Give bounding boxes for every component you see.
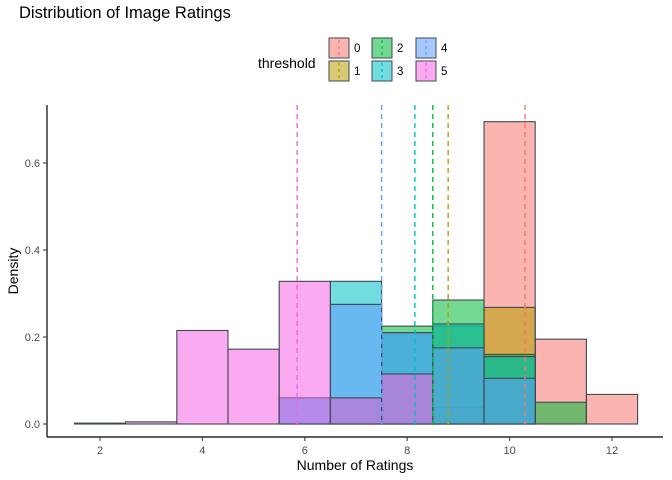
x-tick-label-2: 2 — [97, 445, 103, 457]
axes-layer: 2 4 6 8 10 12 0.0 0.2 0.4 0.6 Number of Ratings Den… — [5, 105, 663, 473]
bar-threshold-5-bin-4 — [176, 329, 229, 425]
y-axis-title: Density — [5, 248, 21, 295]
bar-threshold-5-bin-5 — [227, 348, 280, 425]
x-tick-label-8: 8 — [404, 445, 410, 457]
legend-label-5: 5 — [441, 66, 447, 78]
x-axis-title: Number of Ratings — [297, 457, 414, 473]
legend-label-4: 4 — [441, 43, 448, 55]
x-tick-label-6: 6 — [302, 445, 308, 457]
bar-threshold-5-bin-6 — [278, 280, 331, 425]
bar-threshold-5-bin-7 — [329, 397, 383, 425]
bar-threshold-5-bin-8 — [381, 373, 434, 425]
bar-threshold-4-bin-10 — [483, 377, 536, 425]
bar-threshold-4-bin-9 — [432, 347, 485, 425]
legend-title: threshold — [258, 55, 316, 71]
legend-label-0: 0 — [354, 43, 360, 55]
bars-layer — [73, 121, 639, 425]
legend: threshold 0 1 2 3 4 5 — [258, 37, 448, 82]
chart-title: Distribution of Image Ratings — [19, 4, 231, 22]
x-tick-label-12: 12 — [606, 445, 618, 457]
legend-label-1: 1 — [354, 66, 360, 78]
legend-label-3: 3 — [397, 66, 403, 78]
x-tick-label-4: 4 — [199, 445, 205, 457]
y-tick-label-1: 0.2 — [25, 332, 40, 344]
bar-threshold-0-bin-12 — [585, 393, 639, 425]
bar-threshold-5-bin-3 — [125, 421, 178, 425]
x-tick-label-10: 10 — [503, 445, 515, 457]
bar-threshold-5-bin-2 — [73, 422, 127, 425]
y-tick-label-3: 0.6 — [25, 158, 40, 170]
bar-threshold-2-bin-11 — [534, 401, 587, 425]
y-tick-label-0: 0.0 — [25, 419, 40, 431]
legend-label-2: 2 — [397, 43, 403, 55]
y-tick-label-2: 0.4 — [25, 245, 40, 257]
